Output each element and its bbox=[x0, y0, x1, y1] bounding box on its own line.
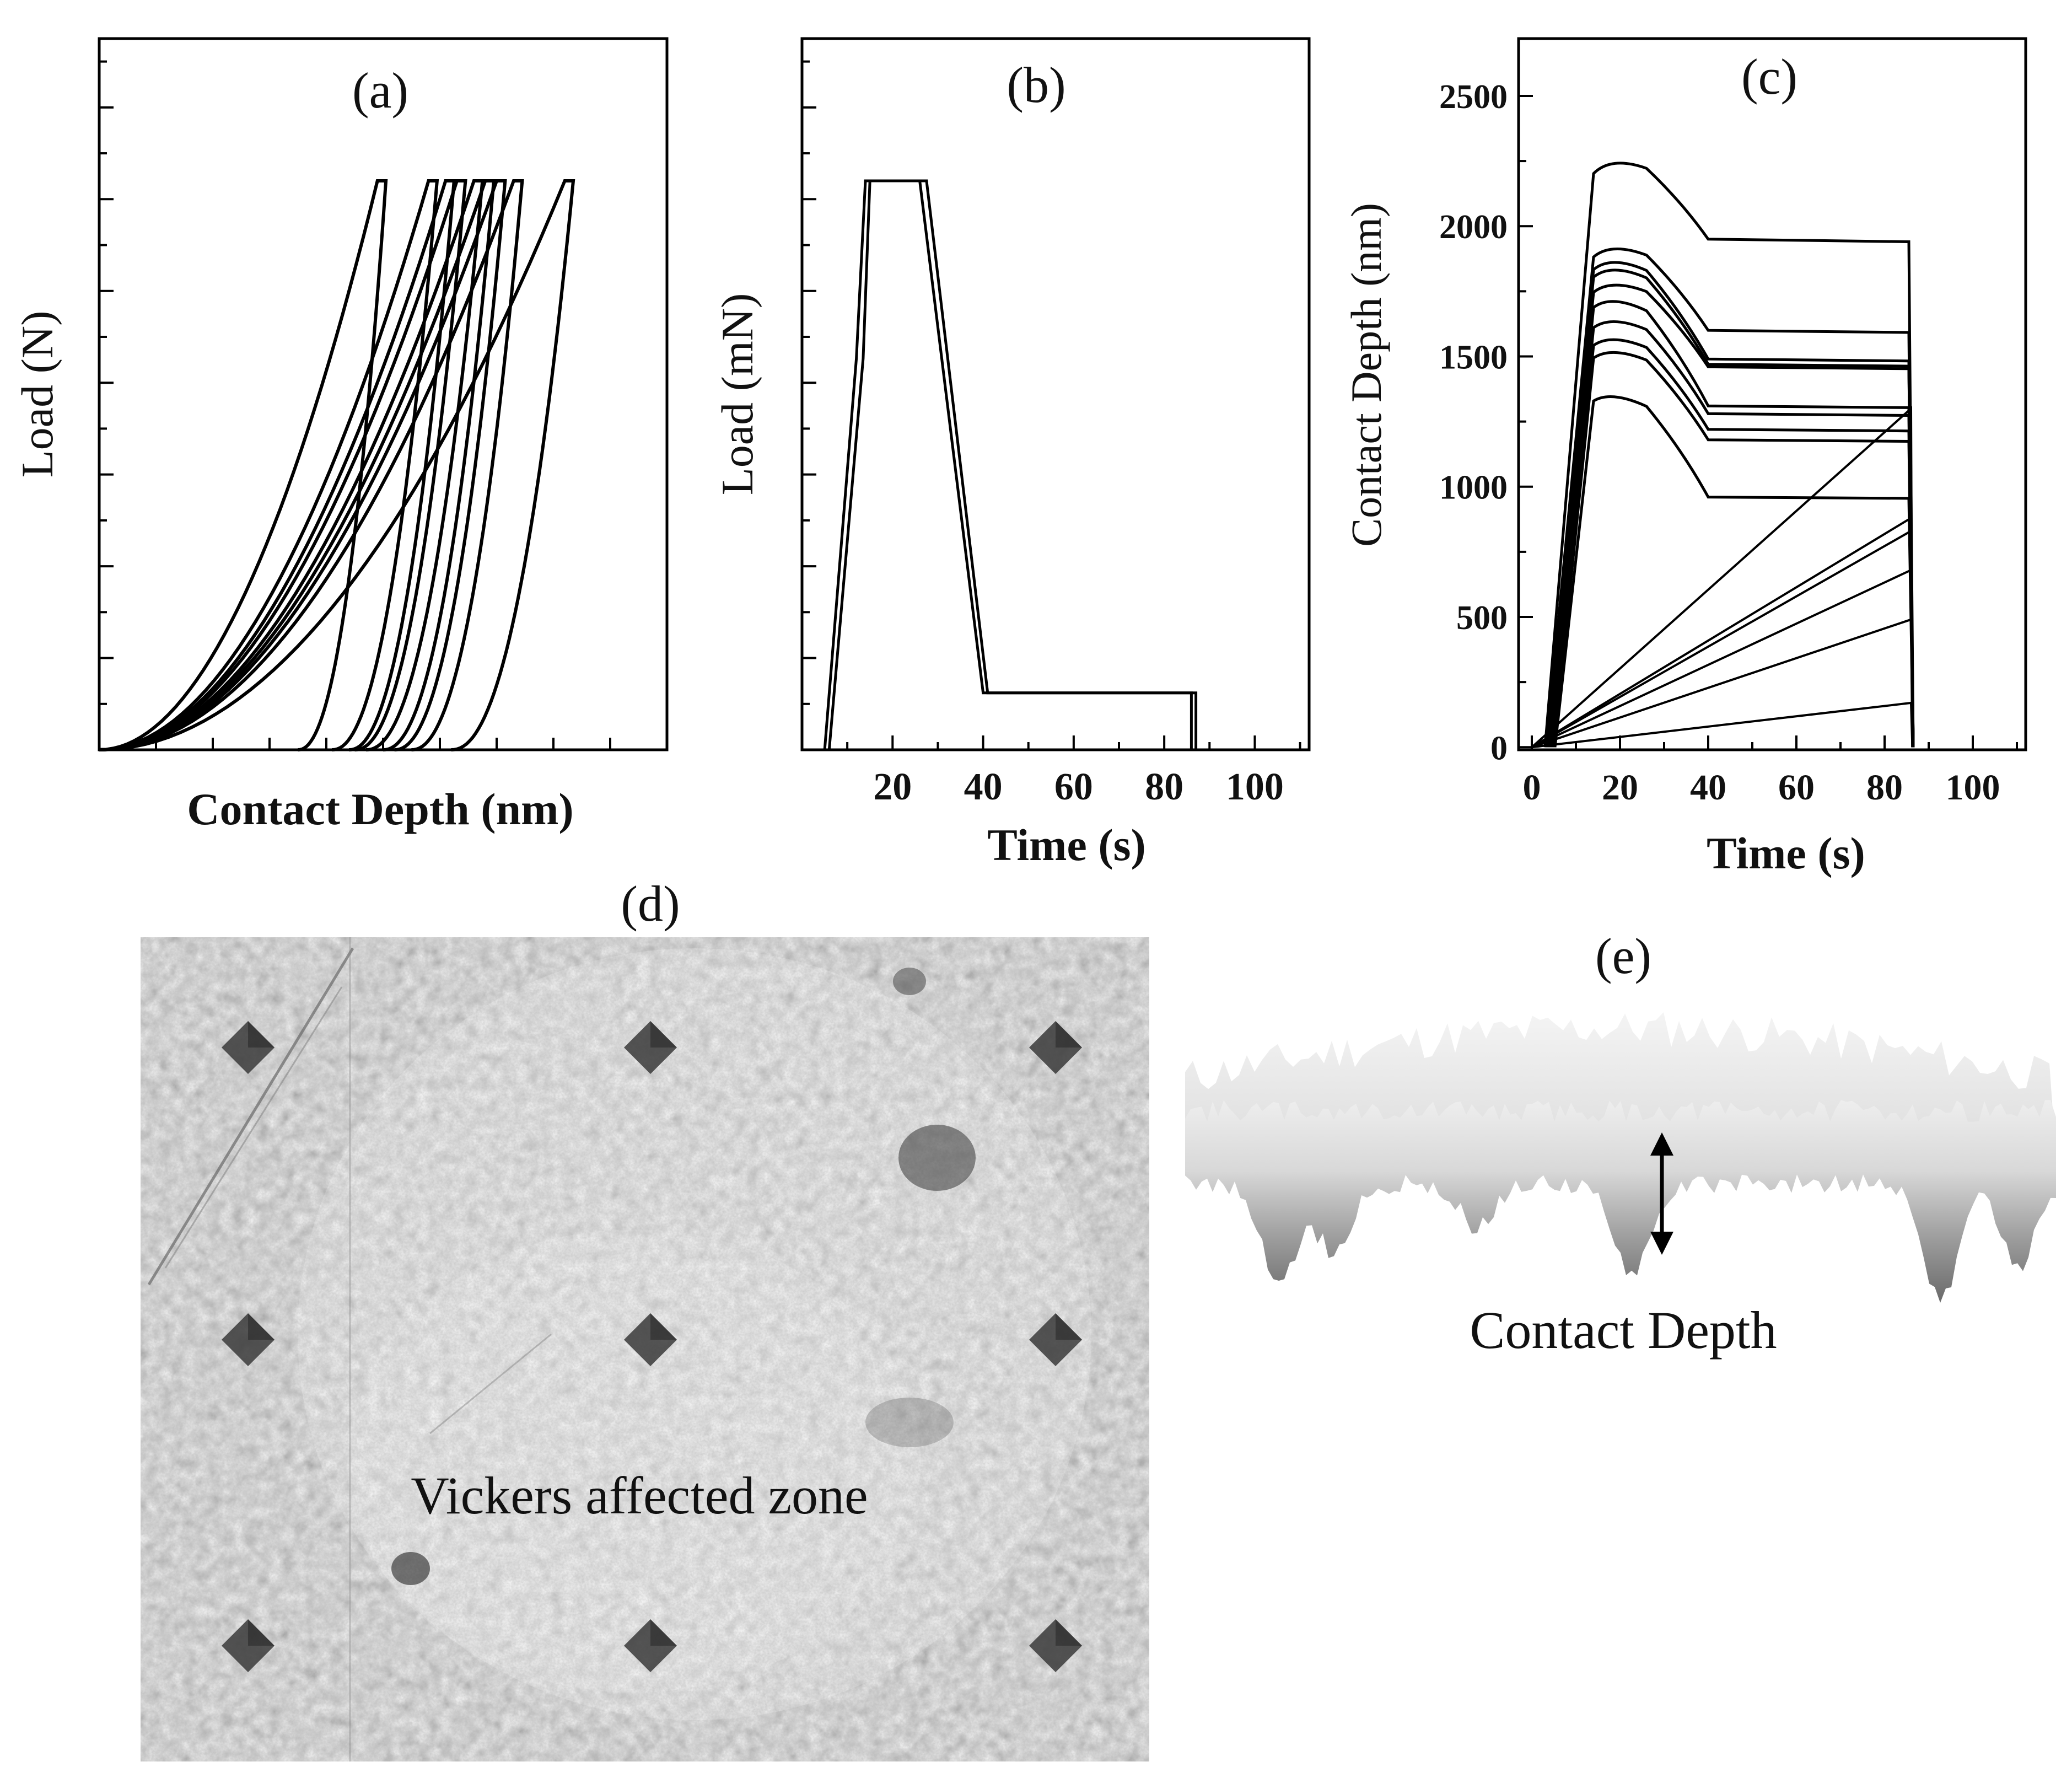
panel-b-ylabel: Load (mN) bbox=[712, 293, 762, 496]
panel-a-series-line bbox=[99, 179, 575, 751]
panel-a-series-line bbox=[99, 179, 524, 751]
panel-b-series-line bbox=[827, 179, 1198, 750]
panel-e-annotation: Contact Depth bbox=[1470, 1301, 1777, 1360]
panel-c-hold-curve bbox=[1550, 320, 1915, 748]
panel-c-hold-curve bbox=[1543, 162, 1915, 748]
panel-c-hold-curve bbox=[1547, 268, 1915, 748]
panel-b-curves bbox=[823, 179, 1198, 750]
panel-a-xlabel: Contact Depth (nm) bbox=[187, 784, 573, 834]
panel-c-xlabel: Time (s) bbox=[1707, 828, 1865, 878]
panel-c-x-tick-label: 80 bbox=[1866, 767, 1903, 808]
vickers-indent-shadow bbox=[1056, 1313, 1082, 1340]
panel-c-x-tick-label: 0 bbox=[1523, 767, 1541, 808]
panel-c-y-tick-label: 1500 bbox=[1439, 339, 1508, 376]
panel-a: (a) Contact Depth (nm) Load (N) bbox=[12, 37, 669, 834]
vickers-indent-shadow bbox=[650, 1313, 677, 1340]
panel-c-hold-curve bbox=[1551, 338, 1915, 748]
panel-c-ramp-line bbox=[1531, 568, 1914, 749]
vickers-indent-shadow bbox=[650, 1619, 677, 1646]
vickers-indent-shadow bbox=[650, 1021, 677, 1048]
panel-c-y-tick-label: 0 bbox=[1490, 729, 1508, 767]
panel-b-tick-labels: 20 40 60 80 100 bbox=[873, 766, 1284, 808]
panel-c-ramp-line bbox=[1531, 406, 1914, 748]
panel-c-ticks bbox=[1519, 94, 2018, 750]
panel-b-x-tick-label: 80 bbox=[1145, 766, 1183, 808]
panel-c-ramp-line bbox=[1531, 701, 1914, 749]
panel-b-label: (b) bbox=[1007, 57, 1065, 113]
panel-b-x-tick-label: 60 bbox=[1054, 766, 1093, 808]
panel-c-y-tick-label: 2500 bbox=[1439, 78, 1508, 116]
panel-e: (e) Contact Depth bbox=[1185, 928, 2056, 1360]
panel-a-series-line bbox=[99, 179, 456, 751]
panel-c-x-tick-label: 60 bbox=[1778, 767, 1815, 808]
panel-a-curves bbox=[99, 179, 575, 751]
panel-d: (d) Vickers affected zone bbox=[141, 876, 1149, 1761]
panel-d-annotation: Vickers affected zone bbox=[411, 1466, 868, 1525]
panel-c-hold-curve bbox=[1549, 300, 1915, 748]
vickers-indent-grid bbox=[222, 1021, 1082, 1672]
vickers-indent-shadow bbox=[248, 1619, 275, 1646]
panel-a-label: (a) bbox=[352, 62, 408, 119]
panel-c-y-tick-label: 1000 bbox=[1439, 469, 1508, 507]
panel-c-frame bbox=[1517, 37, 2027, 751]
vickers-indent-shadow bbox=[248, 1021, 275, 1048]
panel-b-x-tick-label: 40 bbox=[964, 766, 1003, 808]
panel-c-hold-curve bbox=[1546, 261, 1915, 748]
vickers-indent-shadow bbox=[248, 1313, 275, 1340]
panel-a-series-line bbox=[99, 179, 496, 751]
panel-c-hold-curve bbox=[1544, 247, 1915, 748]
afm-image bbox=[141, 937, 1149, 1761]
panel-a-series-line bbox=[99, 179, 388, 751]
panel-c-y-tick-label: 2000 bbox=[1439, 208, 1508, 246]
panel-c-x-tick-label: 40 bbox=[1690, 767, 1726, 808]
panel-c-hold-curve bbox=[1553, 395, 1915, 748]
panel-a-series-line bbox=[99, 179, 467, 751]
panel-c-label: (c) bbox=[1741, 49, 1797, 105]
panel-a-ticks bbox=[99, 60, 611, 750]
panel-c-x-tick-label: 20 bbox=[1602, 767, 1638, 808]
panel-a-series-line bbox=[99, 179, 507, 751]
panel-c-ramp-line bbox=[1531, 515, 1914, 749]
panel-c-curves bbox=[1531, 162, 1915, 749]
panel-c-x-tick-label: 100 bbox=[1946, 767, 2000, 808]
panel-c-ylabel: Contact Depth (nm) bbox=[1342, 203, 1390, 547]
panel-b-xlabel: Time (s) bbox=[987, 820, 1146, 870]
panel-c-hold-curve bbox=[1552, 351, 1915, 748]
panel-a-series-line bbox=[99, 179, 439, 751]
panel-e-label: (e) bbox=[1595, 928, 1651, 984]
panel-d-label: (d) bbox=[621, 876, 680, 932]
panel-a-series-line bbox=[99, 179, 485, 751]
panel-b-series-line bbox=[823, 179, 1193, 750]
panel-b: 20 40 60 80 100 (b) Time (s) Load (mN) bbox=[712, 37, 1311, 870]
panel-b-x-tick-label: 100 bbox=[1226, 766, 1284, 808]
vickers-indent-shadow bbox=[1056, 1021, 1082, 1048]
panel-b-frame bbox=[800, 37, 1311, 751]
panel-b-x-tick-label: 20 bbox=[873, 766, 912, 808]
panel-c-y-tick-label: 500 bbox=[1456, 599, 1508, 637]
vickers-indent-shadow bbox=[1056, 1619, 1082, 1646]
panel-a-ylabel: Load (N) bbox=[12, 311, 62, 478]
surface-front-profile bbox=[1185, 1100, 2056, 1303]
surface-3d bbox=[1185, 1012, 2056, 1303]
panel-c-hold-curve bbox=[1548, 283, 1915, 748]
panel-b-ticks bbox=[802, 60, 1301, 750]
